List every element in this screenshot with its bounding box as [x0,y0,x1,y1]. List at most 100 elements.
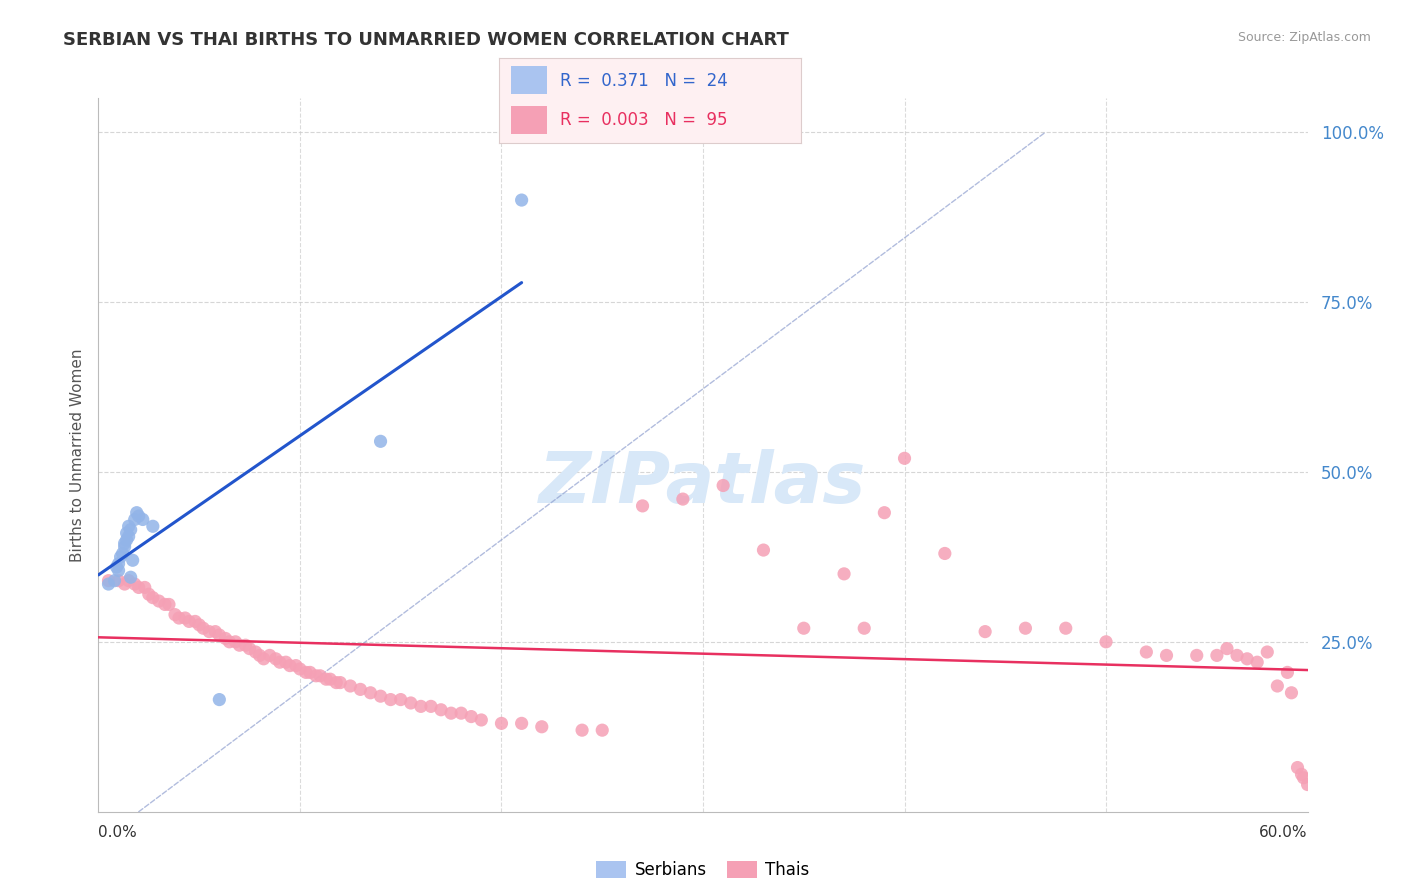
Point [118,519,141,533]
Point [339,679,361,693]
Point [124,512,146,526]
Point [460,709,482,723]
Point [115,526,138,541]
Point [934,546,956,560]
Point [591,723,613,738]
Point [120,570,142,584]
Point [239,641,262,656]
Point [107,564,129,578]
Text: 60.0%: 60.0% [1260,825,1308,840]
Point [103,574,125,588]
Point [288,662,311,676]
Point [214,632,236,646]
Point [138,587,160,601]
Point [1286,760,1309,774]
Point [389,692,412,706]
Point [259,648,281,663]
Point [125,506,148,520]
Point [1014,621,1036,635]
Point [370,689,392,703]
Point [1281,686,1303,700]
Bar [512,67,547,95]
Point [380,692,402,706]
Point [510,193,533,207]
Point [163,607,186,622]
Point [672,492,695,507]
Point [470,713,492,727]
Point [974,624,997,639]
Point [118,574,141,588]
Point [157,598,180,612]
Point [284,658,307,673]
Text: SERBIAN VS THAI BIRTHS TO UNMARRIED WOMEN CORRELATION CHART: SERBIAN VS THAI BIRTHS TO UNMARRIED WOME… [63,31,789,49]
Point [148,594,170,608]
Point [1206,648,1229,663]
Point [315,672,337,686]
Point [121,553,143,567]
Point [132,512,155,526]
Point [711,478,734,492]
Point [873,506,896,520]
Point [167,611,190,625]
Point [631,499,654,513]
Point [430,703,453,717]
Point [110,549,132,564]
Point [360,686,382,700]
Point [419,699,441,714]
Point [134,581,156,595]
Point [793,621,815,635]
Point [278,658,301,673]
Point [174,611,197,625]
Point [120,523,142,537]
Point [1216,641,1239,656]
Point [325,675,347,690]
Point [115,533,138,547]
Point [105,560,128,574]
Point [1265,679,1288,693]
Point [1135,645,1157,659]
Point [253,652,276,666]
Point [177,615,201,629]
Point [193,621,215,635]
Point [228,638,250,652]
Point [309,669,332,683]
Point [440,706,463,721]
Point [329,675,352,690]
Point [832,566,855,581]
Legend: Serbians, Thais: Serbians, Thais [589,854,817,886]
Point [571,723,593,738]
Point [1246,655,1268,669]
Point [274,655,297,669]
Point [264,652,287,666]
Point [269,655,291,669]
Point [319,672,342,686]
Point [1291,767,1313,781]
Point [114,536,136,550]
Point [409,699,432,714]
Point [1054,621,1077,635]
Point [97,574,120,588]
Point [1095,635,1118,649]
Point [184,615,207,629]
Point [1277,665,1299,680]
Point [224,635,246,649]
Text: 0.0%: 0.0% [98,825,138,840]
Point [249,648,271,663]
Point [142,591,165,605]
Point [450,706,472,721]
Point [118,529,141,543]
Point [305,669,328,683]
Text: R =  0.003   N =  95: R = 0.003 N = 95 [560,111,727,128]
Point [128,581,150,595]
Point [204,624,226,639]
Point [1226,648,1249,663]
Point [114,540,136,554]
Text: Source: ZipAtlas.com: Source: ZipAtlas.com [1237,31,1371,45]
Text: ZIPatlas: ZIPatlas [540,449,866,518]
Point [1156,648,1178,663]
Point [153,598,176,612]
Point [1256,645,1278,659]
Point [752,543,775,558]
Point [370,434,392,449]
Point [530,720,553,734]
